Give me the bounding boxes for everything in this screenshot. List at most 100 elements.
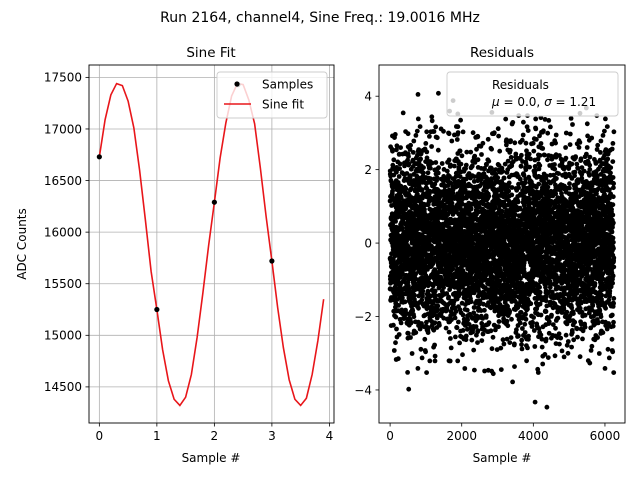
- residual-point: [516, 333, 521, 339]
- residual-point: [436, 165, 441, 171]
- residual-point: [512, 364, 517, 369]
- residual-point: [561, 354, 567, 360]
- residual-point: [477, 299, 483, 305]
- residual-point: [427, 134, 432, 139]
- residual-point: [446, 131, 452, 137]
- residual-point: [431, 129, 437, 134]
- residual-point: [530, 319, 535, 325]
- residual-point: [424, 155, 430, 161]
- residual-point: [465, 326, 470, 332]
- residual-point: [391, 348, 397, 353]
- residual-point: [399, 225, 405, 231]
- residual-point: [545, 157, 550, 163]
- residual-point: [457, 340, 462, 346]
- residual-point: [428, 165, 433, 171]
- residual-point: [545, 355, 551, 360]
- residual-point: [429, 118, 435, 124]
- sine-fit-y-tick-label: 15000: [44, 329, 82, 343]
- residual-point: [475, 340, 480, 345]
- residual-point: [397, 161, 403, 167]
- residual-point: [543, 309, 549, 314]
- residual-point: [390, 148, 395, 154]
- residual-point: [392, 132, 398, 137]
- residual-point: [563, 130, 569, 136]
- residual-point: [453, 309, 459, 314]
- residual-point: [424, 370, 429, 375]
- residual-point: [519, 346, 525, 352]
- residual-point: [400, 217, 406, 223]
- residual-point: [449, 138, 455, 144]
- sine-fit-axes-frame: [88, 64, 335, 424]
- residual-point: [512, 341, 517, 347]
- residual-point: [398, 320, 404, 326]
- residual-point: [412, 292, 417, 298]
- residual-point: [394, 326, 399, 332]
- residual-point: [480, 140, 486, 146]
- residual-point: [479, 152, 484, 157]
- residual-point: [404, 171, 410, 176]
- sine-fit-sample-point: [269, 258, 275, 264]
- residual-point: [432, 353, 438, 359]
- residual-point: [421, 170, 426, 176]
- residual-point: [463, 333, 469, 339]
- residual-point: [425, 170, 431, 176]
- residual-point: [420, 288, 426, 294]
- residual-point: [509, 316, 514, 322]
- residual-point: [449, 200, 455, 206]
- residual-point: [434, 307, 440, 312]
- residual-point: [504, 142, 509, 148]
- residual-point: [394, 147, 399, 153]
- residual-point: [474, 146, 479, 152]
- residual-point: [528, 156, 533, 162]
- residual-point: [555, 315, 561, 321]
- residual-point: [524, 358, 529, 364]
- residual-point: [441, 285, 446, 290]
- residual-point: [495, 175, 501, 181]
- residual-point: [507, 308, 513, 314]
- residual-point: [490, 371, 496, 377]
- residual-point: [522, 321, 528, 327]
- residual-point: [390, 162, 396, 168]
- residual-point: [508, 335, 514, 340]
- residual-point: [413, 330, 419, 335]
- residuals-points-layer: [387, 90, 617, 410]
- residual-point: [501, 175, 507, 181]
- residual-point: [406, 331, 411, 336]
- residual-point: [396, 332, 402, 337]
- residual-point: [433, 160, 439, 165]
- residual-point: [498, 345, 504, 351]
- residual-point: [408, 142, 413, 148]
- residual-point: [526, 333, 531, 339]
- residual-point: [434, 135, 440, 141]
- residual-point: [432, 320, 438, 326]
- residual-point: [395, 356, 401, 362]
- residual-point: [444, 168, 450, 174]
- residual-point: [409, 351, 415, 356]
- residual-point: [521, 119, 526, 125]
- residual-point: [460, 312, 466, 318]
- residual-point: [514, 327, 519, 333]
- sine-fit-sample-point: [154, 306, 160, 313]
- residual-point: [419, 355, 425, 361]
- residual-point: [424, 129, 430, 135]
- residual-point: [458, 161, 464, 167]
- residual-point: [443, 325, 449, 331]
- residual-point: [473, 324, 479, 329]
- residual-point: [530, 140, 536, 146]
- residual-point: [441, 128, 446, 134]
- residual-point: [402, 299, 408, 305]
- residual-point: [391, 157, 397, 163]
- residual-point: [482, 307, 487, 313]
- residual-point: [394, 143, 400, 149]
- residual-point: [448, 162, 453, 168]
- residual-point: [460, 352, 465, 358]
- residual-point: [546, 118, 552, 123]
- residual-point: [537, 284, 542, 290]
- residual-point: [543, 336, 549, 342]
- residual-point: [528, 301, 534, 307]
- sine-fit-line: [98, 82, 325, 407]
- sine-fit-x-tick-label: 4: [326, 429, 334, 443]
- residual-point: [518, 310, 524, 315]
- residual-point: [472, 153, 478, 159]
